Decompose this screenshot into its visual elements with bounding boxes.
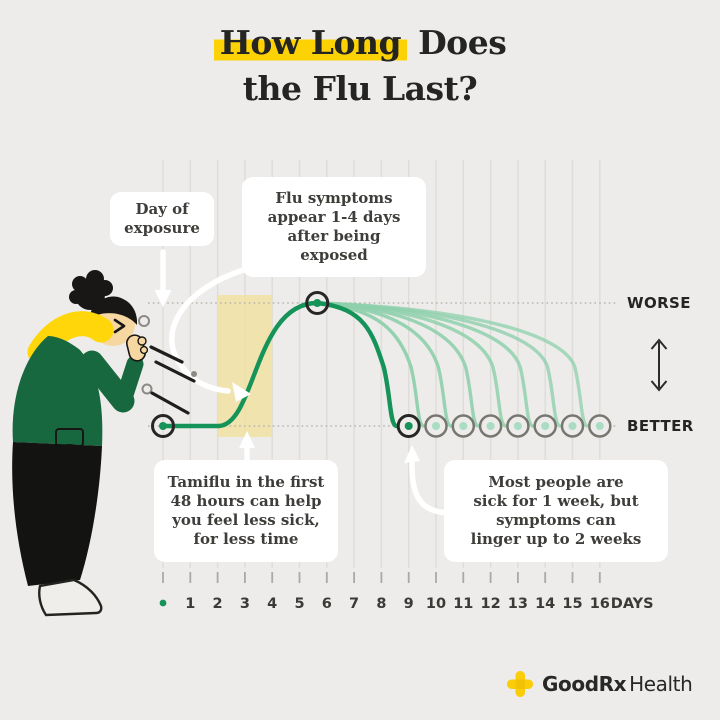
goodrx-health-logo: GoodRx Health [505,669,693,699]
axis-day-label: 12 [481,596,501,612]
brand-wordmark: GoodRx Health [542,672,693,696]
title-line1: How Long Does [0,20,720,66]
lingering-symptom-curve [315,301,481,428]
exposure-day-ring [151,414,175,438]
lingering-symptom-curve [315,301,508,428]
exposure-day-dot [159,422,167,430]
axis-day-label: 9 [404,596,414,612]
recovery-marker-ring [506,414,530,438]
symptom-onset-arrowhead-icon [232,382,251,402]
exposure-arrowhead-icon [154,290,172,307]
recovery-marker-ring [478,414,503,438]
axis-day-label: 2 [213,596,223,612]
cough-marks [138,315,197,415]
axis-day-label: 15 [562,596,582,612]
brand-goodrx: GoodRx [542,672,627,696]
tamiflu-window-band [217,295,273,437]
sleeve-cuff [55,428,84,447]
arrow-up-icon [650,338,668,350]
arrow-down-icon [650,380,668,392]
brand-health: Health [629,672,693,696]
cough-droplet-icon [138,315,150,327]
better-label: BETTER [627,417,694,435]
cough-droplet-icon [191,371,197,377]
recovery-marker-dot [432,422,440,430]
lingering-symptom-curve [315,301,453,428]
goodrx-plus-icon [507,671,533,697]
axis-day-label: 3 [240,596,250,612]
duration-arrowhead-icon [404,445,420,463]
title-line2: the Flu Last? [242,69,478,109]
closed-eye [113,318,126,334]
page-title: How Long Does the Flu Last? [0,20,720,112]
recovery-marker-ring [588,414,612,438]
day9-recovery-dot [404,422,413,430]
axis-day-label: 10 [426,596,446,612]
yellow-scarf [27,311,114,365]
axis-unit-label: DAYS [611,596,654,612]
person-figure [12,270,149,617]
exposure-axis-dot [159,599,167,607]
axis-day-label: 6 [322,596,332,612]
shoe [38,578,103,617]
hair [90,296,137,325]
head [91,302,135,346]
hand-at-mouth [125,334,149,362]
recovery-marker-dot [486,422,495,430]
cough-droplet-icon [141,383,153,395]
lingering-symptom-curve [315,301,535,428]
recovery-marker-ring [560,414,585,438]
callout-sickness-duration: Most people are sick for 1 week, but sym… [444,460,668,562]
upper-arm [80,350,135,413]
axis-day-label: 16 [590,596,610,612]
hanging-hand [57,444,82,471]
worse-label: WORSE [627,294,691,312]
peak-severity-ring [305,291,330,315]
callout-tamiflu: Tamiflu in the first 48 hours can help y… [154,460,338,562]
axis-day-label: 5 [294,596,304,612]
cough-lines-icon [149,345,196,415]
lingering-symptom-curve [315,301,563,428]
recovery-marker-ring [424,414,448,438]
axis-day-label: 4 [267,596,277,612]
axis-day-label: 14 [535,596,555,612]
axis-day-label: 1 [185,596,195,612]
symptom-onset-arrow [169,256,302,394]
forearm [114,355,144,410]
pants [12,442,102,586]
day9-recovery-ring [396,414,421,438]
axis-day-label: 8 [376,596,386,612]
main-symptom-curve-fall [315,300,399,429]
recovery-marker-dot [568,422,577,430]
recovery-marker-ring [533,414,557,438]
hair-bun [69,270,113,315]
recovery-marker-dot [541,422,550,430]
lingering-symptom-curve [315,301,590,428]
axis-day-label: 7 [349,596,359,612]
peak-severity-dot [313,299,322,307]
recovery-marker-ring [451,414,476,438]
main-symptom-curve-rise [160,300,320,429]
recovery-marker-dot [513,422,522,430]
callout-day-of-exposure: Day of exposure [110,192,214,246]
title-highlight: How Long [213,23,408,62]
tamiflu-arrowhead-icon [239,431,255,448]
recovery-marker-dot [459,422,468,430]
axis-day-label: 11 [453,596,473,612]
lingering-symptom-curve [315,301,426,428]
sweater-torso [12,336,103,446]
axis-day-label: 13 [508,596,528,612]
title-line1-rest: Does [407,23,507,62]
callout-symptom-onset: Flu symptoms appear 1-4 days after being… [242,177,426,277]
recovery-marker-dot [595,422,604,430]
